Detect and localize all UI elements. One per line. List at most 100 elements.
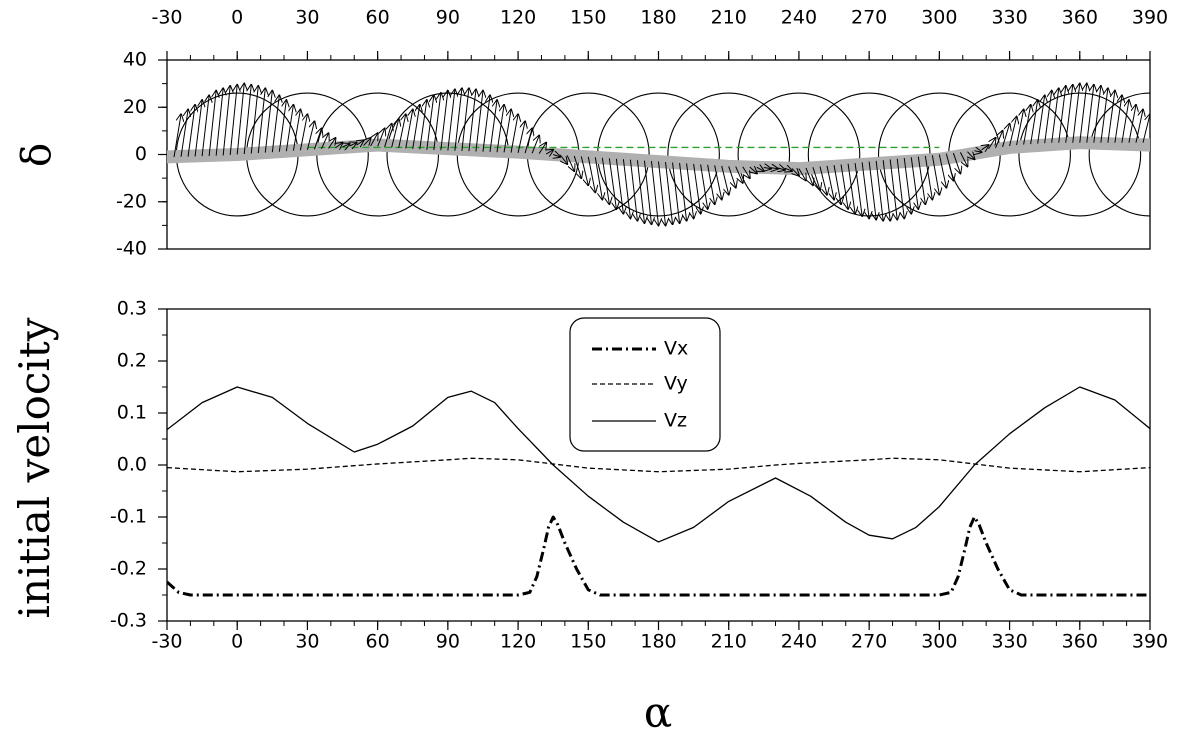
arrow-8 — [229, 85, 237, 156]
arrow-54 — [553, 155, 560, 157]
arrow-69 — [658, 161, 666, 226]
arrow-84 — [764, 167, 771, 168]
arrow-21 — [321, 133, 328, 150]
arrow-14 — [271, 95, 279, 153]
arrow-80 — [735, 166, 743, 183]
arrow-32 — [398, 114, 406, 148]
arrow-37 — [433, 93, 441, 151]
arrow-112 — [959, 152, 967, 166]
bottom-x-ticks: -30 0 30 60 90 120 150 180 210 240 270 300 330 360 390 — [151, 621, 1168, 653]
arrow-63 — [615, 158, 623, 214]
arrow-12 — [257, 88, 265, 154]
arrow-0 — [173, 114, 181, 158]
arrow-89 — [798, 168, 806, 181]
arrow-70 — [665, 162, 673, 224]
arrow-135 — [1121, 100, 1129, 143]
arrow-59 — [587, 156, 595, 192]
top-xtick-label-12: 330 — [991, 7, 1027, 29]
arrow-130 — [1086, 85, 1094, 143]
arrow-46 — [496, 105, 504, 153]
arrow-33 — [405, 110, 413, 149]
arrow-58 — [580, 156, 588, 185]
arrow-104 — [903, 157, 911, 214]
circle-8 — [737, 92, 861, 217]
arrow-121 — [1023, 105, 1031, 145]
arrow-15 — [278, 100, 286, 152]
arrow-1 — [180, 110, 188, 157]
arrow-86 — [778, 168, 785, 170]
x-axis-label: α — [644, 688, 672, 735]
circle-9 — [807, 92, 931, 217]
top-y-ticks: 40 20 0 -20 -40 — [116, 49, 167, 260]
legend-vx-label: Vx — [664, 338, 688, 360]
arrow-120 — [1016, 110, 1024, 146]
arrow-66 — [636, 160, 644, 223]
bottom-xtick-label-0: -30 — [151, 631, 182, 653]
bottom-y-axis-label: initial velocity — [10, 317, 59, 618]
arrow-39 — [447, 90, 455, 151]
arrow-52 — [538, 143, 546, 154]
arrow-30 — [384, 124, 392, 148]
arrow-134 — [1114, 95, 1122, 143]
arrow-7 — [222, 86, 230, 156]
top-xtick-label-4: 90 — [436, 7, 460, 29]
arrow-111 — [952, 152, 960, 173]
arrow-118 — [1002, 124, 1010, 148]
circle-13 — [1088, 92, 1150, 217]
arrow-110 — [945, 153, 953, 181]
arrow-90 — [805, 167, 813, 185]
arrow-103 — [896, 158, 904, 219]
arrow-60 — [594, 157, 602, 199]
circle-12 — [1018, 92, 1142, 217]
arrow-51 — [531, 136, 539, 154]
arrow-119 — [1009, 117, 1017, 147]
arrow-40 — [454, 88, 462, 151]
series-vx-line — [167, 515, 1150, 597]
top-xtick-label-3: 60 — [366, 7, 390, 29]
top-xtick-label-5: 120 — [500, 7, 536, 29]
arrow-128 — [1072, 84, 1080, 143]
arrow-92 — [819, 166, 827, 195]
arrow-29 — [377, 129, 385, 147]
bottom-ytick-label-1: 0.2 — [117, 350, 147, 372]
series-vy-line — [167, 457, 1150, 473]
top-xtick-label-9: 240 — [781, 7, 817, 29]
bottom-xtick-label-7: 180 — [640, 631, 676, 653]
arrow-107 — [924, 155, 932, 199]
arrow-74 — [693, 163, 701, 214]
arrow-132 — [1100, 88, 1108, 143]
arrow-102 — [889, 159, 897, 219]
top-ytick-label-3: -20 — [116, 190, 147, 212]
arrow-67 — [643, 160, 651, 225]
arrow-73 — [686, 163, 694, 218]
arrow-13 — [264, 91, 272, 153]
arrow-113 — [967, 151, 974, 160]
arrow-34 — [412, 105, 420, 149]
arrow-53 — [546, 150, 553, 154]
arrow-115 — [981, 145, 988, 150]
arrow-93 — [826, 165, 834, 200]
arrow-36 — [426, 95, 434, 150]
arrow-20 — [313, 129, 321, 150]
top-panel: -30 0 30 60 90 120 150 180 210 240 270 300 330 360 390… — [14, 7, 1168, 260]
arrow-95 — [840, 164, 848, 208]
arrow-64 — [622, 159, 630, 218]
arrow-82 — [750, 167, 757, 173]
bottom-y-ticks: 0.3 0.2 0.1 0.0 -0.1 -0.2 -0.3 — [110, 298, 167, 632]
arrow-17 — [292, 110, 300, 151]
arrow-99 — [868, 161, 876, 220]
arrow-71 — [672, 162, 680, 223]
top-xtick-label-11: 300 — [921, 7, 957, 29]
legend-vz-label: Vz — [664, 410, 687, 432]
series-vz-line — [167, 386, 1150, 543]
arrow-56 — [566, 155, 574, 171]
bottom-xtick-label-14: 390 — [1132, 631, 1168, 653]
arrow-26 — [357, 140, 364, 145]
top-xtick-label-2: 30 — [295, 7, 319, 29]
arrow-126 — [1058, 86, 1066, 143]
arrow-78 — [721, 165, 729, 195]
arrow-6 — [215, 88, 223, 156]
arrow-106 — [917, 156, 925, 204]
arrow-109 — [938, 154, 946, 188]
bottom-panel: -30 0 30 60 90 120 150 180 210 240 270 300 330 360 390… — [10, 298, 1168, 735]
